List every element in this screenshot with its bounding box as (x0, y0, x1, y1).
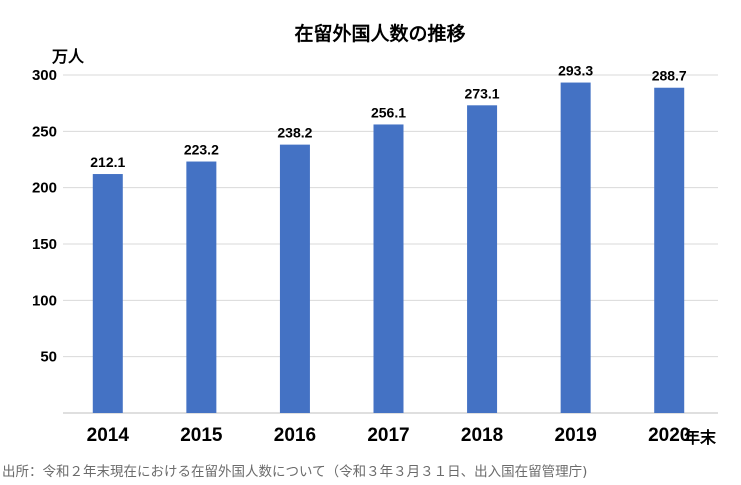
data-label-2017: 256.1 (371, 104, 406, 120)
y-axis-unit-label: 万人 (51, 47, 85, 66)
x-tick-label-2019: 2019 (555, 425, 597, 446)
x-tick-label-2015: 2015 (180, 425, 223, 446)
data-label-2018: 273.1 (465, 85, 500, 101)
bar-2014 (92, 174, 123, 413)
x-tick-label-2016: 2016 (274, 425, 316, 446)
x-axis-unit-label: 年末 (684, 428, 717, 447)
x-tick-label-2014: 2014 (87, 425, 130, 446)
data-label-2015: 223.2 (184, 142, 219, 158)
x-tick-label-2017: 2017 (367, 425, 409, 446)
bars: 212.1 223.2 238.2 256.1 273.1 293.3 288.7 (90, 63, 687, 414)
y-axis-ticks: 50 100 150 200 250 300 (32, 67, 57, 366)
x-tick-label-2020: 2020 (648, 425, 690, 446)
data-label-2020: 288.7 (652, 68, 687, 84)
y-tick-label: 300 (32, 67, 57, 84)
bar-2015 (186, 161, 217, 413)
x-tick-label-2018: 2018 (461, 425, 503, 446)
x-axis-ticks: 2014 2015 2016 2017 2018 2019 2020 (87, 425, 691, 446)
bar-2017 (373, 124, 404, 413)
y-tick-label: 100 (32, 292, 57, 309)
y-tick-label: 250 (32, 123, 57, 140)
y-tick-label: 150 (32, 236, 57, 253)
data-label-2016: 238.2 (277, 125, 312, 141)
bar-2020 (654, 87, 685, 414)
bar-2016 (279, 144, 310, 414)
bar-2018 (467, 105, 498, 413)
data-label-2014: 212.1 (90, 154, 125, 170)
y-tick-label: 200 (32, 180, 57, 197)
chart-title: 在留外国人数の推移 (294, 22, 465, 45)
bar-2019 (560, 82, 591, 413)
y-tick-label: 50 (40, 349, 57, 366)
source-note: 出所：令和２年末現在における在留外国人数について（令和３年３月３１日、出入国在留… (2, 464, 587, 480)
data-label-2019: 293.3 (558, 63, 593, 79)
